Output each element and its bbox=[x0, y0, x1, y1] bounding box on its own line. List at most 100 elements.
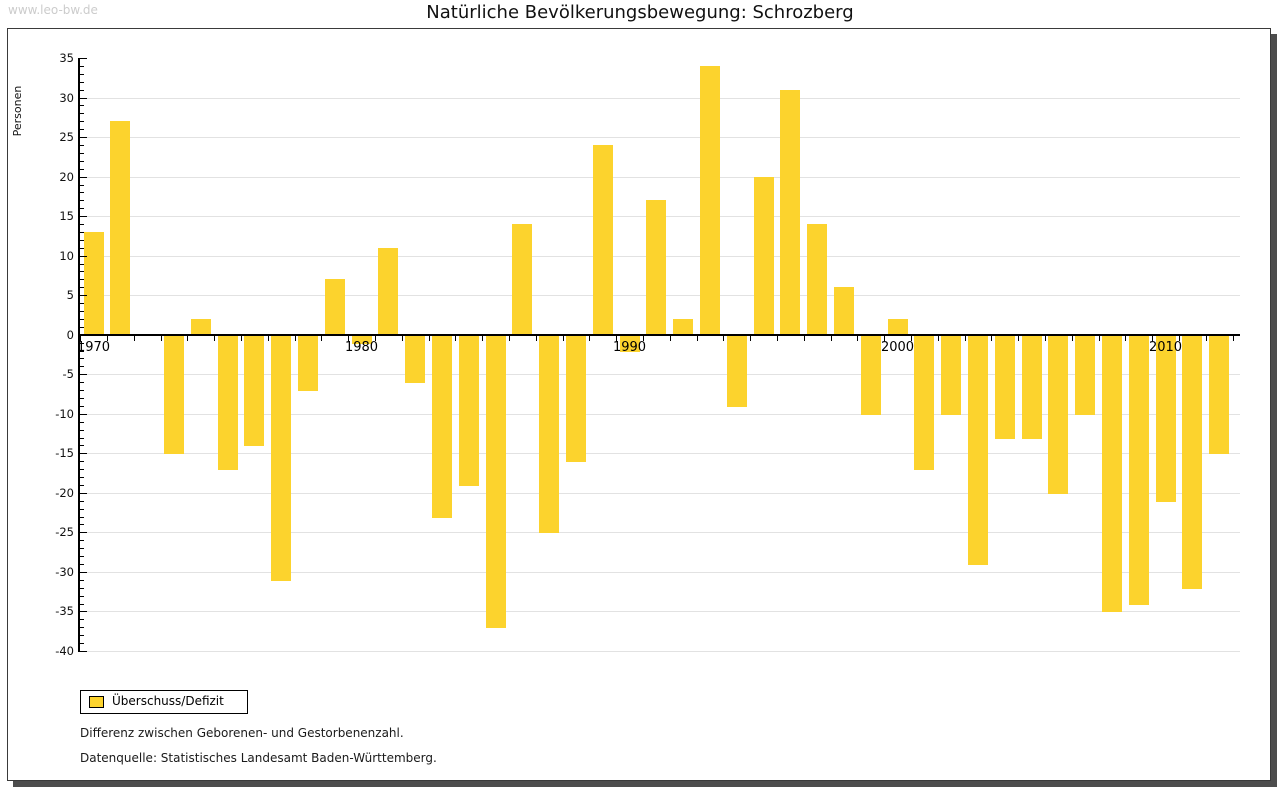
bar-1991 bbox=[646, 200, 667, 335]
bar-1984 bbox=[458, 335, 479, 486]
y-axis-tick bbox=[80, 311, 84, 312]
bar-1986 bbox=[512, 224, 533, 335]
x-axis-tick bbox=[1178, 335, 1180, 341]
x-axis-tick bbox=[1125, 335, 1127, 341]
x-axis-tick bbox=[1152, 335, 1154, 341]
bar-2002 bbox=[941, 335, 962, 415]
x-tick-label-2010: 2010 bbox=[1148, 339, 1183, 355]
x-axis-tick bbox=[857, 335, 859, 341]
x-axis-tick bbox=[616, 335, 618, 341]
y-axis-tick bbox=[80, 405, 84, 407]
y-axis-tick bbox=[80, 564, 84, 566]
y-axis-tick bbox=[80, 350, 84, 352]
x-axis-tick bbox=[214, 335, 216, 341]
bar-1987 bbox=[539, 335, 560, 534]
y-axis-tick bbox=[80, 295, 87, 297]
y-axis-tick bbox=[80, 358, 84, 360]
y-tick-label-35: 35 bbox=[59, 51, 74, 65]
y-axis-tick bbox=[80, 437, 84, 439]
gridline--25 bbox=[80, 532, 1240, 534]
y-axis-tick bbox=[80, 152, 84, 154]
y-tick-label--25: -25 bbox=[55, 525, 74, 540]
y-axis-tick bbox=[80, 279, 84, 281]
y-axis-tick bbox=[80, 137, 87, 139]
x-axis-tick bbox=[240, 335, 242, 341]
y-axis-tick bbox=[80, 231, 84, 233]
x-axis-tick bbox=[1098, 335, 1100, 341]
bar-1970 bbox=[83, 231, 104, 335]
y-axis-tick bbox=[80, 571, 87, 573]
bar-1973 bbox=[163, 335, 184, 455]
gridline--20 bbox=[80, 492, 1240, 494]
y-axis-tick bbox=[80, 247, 84, 249]
x-axis-tick bbox=[160, 335, 162, 341]
gridline-30 bbox=[80, 97, 1240, 99]
y-axis-tick bbox=[80, 263, 84, 265]
y-axis-tick bbox=[80, 516, 84, 518]
plot-area: 35 30 25 20 15 10 5 0 -5 -10 -15 -20 -25 -30 -35 -40 197… bbox=[55, 51, 1240, 658]
bar-1985 bbox=[485, 335, 506, 629]
footnote-definition: Differenz zwischen Geborenen- und Gestor… bbox=[80, 726, 404, 740]
x-axis-tick bbox=[1205, 335, 1207, 341]
x-axis-tick bbox=[106, 335, 108, 341]
y-axis-tick bbox=[80, 390, 84, 392]
x-axis-tick bbox=[80, 335, 82, 341]
x-axis-tick bbox=[1071, 335, 1073, 341]
bar-1988 bbox=[565, 335, 586, 463]
bar-2012 bbox=[1209, 335, 1230, 455]
legend-swatch-icon bbox=[89, 696, 104, 708]
bar-2000 bbox=[887, 318, 908, 335]
y-axis-tick bbox=[80, 168, 84, 170]
x-axis-tick bbox=[348, 335, 350, 341]
y-tick-label--35: -35 bbox=[55, 604, 74, 619]
y-axis-tick bbox=[80, 89, 84, 91]
y-axis-tick bbox=[80, 469, 84, 471]
y-axis-tick bbox=[80, 453, 87, 455]
y-tick-label-30: 30 bbox=[59, 90, 74, 105]
y-axis-tick bbox=[80, 492, 87, 494]
y-tick-label-5: 5 bbox=[66, 288, 74, 303]
x-axis-tick bbox=[374, 335, 376, 341]
bar-1971 bbox=[110, 121, 131, 335]
bar-1980 bbox=[351, 335, 372, 344]
footnote-source: Datenquelle: Statistisches Landesamt Bad… bbox=[80, 751, 437, 765]
x-axis-tick bbox=[723, 335, 725, 341]
bar-1994 bbox=[726, 335, 747, 407]
y-tick-label-0: 0 bbox=[66, 327, 74, 342]
x-axis-tick bbox=[776, 335, 778, 341]
legend: Überschuss/Defizit bbox=[80, 690, 248, 714]
y-axis-tick bbox=[80, 635, 84, 637]
y-axis-tick bbox=[80, 216, 87, 218]
y-axis-tick bbox=[80, 595, 84, 597]
y-axis-tick bbox=[80, 382, 84, 384]
y-axis-tick bbox=[80, 255, 87, 257]
x-tick-label-1970: 1970 bbox=[76, 339, 111, 355]
y-tick-label--20: -20 bbox=[55, 485, 74, 500]
y-axis-tick bbox=[80, 303, 84, 305]
y-axis-tick bbox=[80, 445, 84, 447]
y-axis-tick bbox=[80, 176, 87, 178]
y-axis-tick bbox=[80, 651, 87, 652]
legend-label: Überschuss/Defizit bbox=[112, 694, 224, 708]
x-axis-line bbox=[80, 333, 1240, 336]
y-axis-tick bbox=[80, 413, 87, 415]
y-tick-label-25: 25 bbox=[59, 130, 74, 145]
y-axis-tick bbox=[80, 421, 84, 423]
bar-1998 bbox=[833, 287, 854, 335]
gridline--10 bbox=[80, 413, 1240, 415]
gridline--35 bbox=[80, 611, 1240, 613]
x-axis-tick bbox=[294, 335, 296, 341]
bar-1979 bbox=[324, 279, 345, 335]
y-tick-label-15: 15 bbox=[59, 209, 74, 224]
y-axis-tick bbox=[80, 318, 84, 320]
bar-1983 bbox=[431, 335, 452, 518]
x-axis-tick bbox=[642, 335, 644, 341]
y-axis-tick bbox=[80, 239, 84, 241]
y-axis-tick bbox=[80, 627, 84, 629]
bar-1992 bbox=[673, 318, 694, 335]
y-axis-tick bbox=[80, 397, 84, 399]
x-tick-label-1980: 1980 bbox=[344, 339, 379, 355]
y-axis-tick bbox=[80, 603, 84, 605]
x-axis-tick bbox=[321, 335, 323, 341]
y-tick-label--10: -10 bbox=[55, 406, 74, 421]
